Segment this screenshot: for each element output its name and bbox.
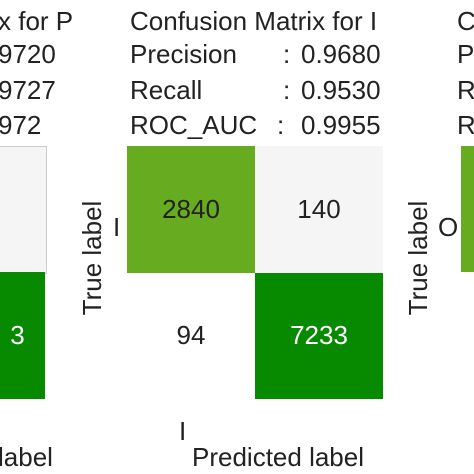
cell-true-i-pred-i: 2840	[127, 146, 255, 273]
right-row2-fragment: R	[457, 75, 474, 105]
cell-value: 94	[176, 320, 206, 351]
x-tick-label: I	[179, 416, 187, 446]
left-title-fragment: x for P	[0, 6, 74, 36]
cell-true-o-pred-o: 7233	[255, 272, 383, 399]
metric-value-precision: 0.9680	[301, 39, 381, 69]
y-tick-label: I	[113, 212, 121, 242]
cell-value: 2840	[162, 193, 220, 224]
cell-value: 140	[297, 193, 341, 224]
right-row1-fragment: P	[457, 39, 474, 69]
right-y-axis-label: True label	[403, 200, 433, 316]
metric-label-roc-auc: ROC_AUC	[130, 110, 258, 140]
left-xlabel-fragment: label	[0, 442, 53, 472]
left-cell-value: 3	[10, 320, 25, 350]
cell-true-i-pred-o: 140	[255, 146, 383, 273]
right-cell-fragment	[461, 146, 474, 272]
metric-value-recall: 0.9530	[301, 75, 381, 105]
left-cell-top	[0, 146, 47, 274]
y-axis-label: True label	[77, 200, 107, 316]
metric-label-precision: Precision	[130, 39, 237, 69]
left-recall-fragment: 9727	[0, 75, 56, 105]
left-roc-fragment: 972	[0, 110, 42, 140]
cell-value: 7233	[290, 320, 348, 351]
right-row3-fragment: R	[457, 110, 474, 140]
chart-title: Confusion Matrix for I	[130, 6, 378, 36]
right-title-fragment: C	[457, 6, 474, 36]
metric-sep-roc-auc: :	[277, 110, 285, 140]
metric-value-roc-auc: 0.9955	[301, 110, 381, 140]
cell-true-o-pred-i: 94	[127, 272, 255, 399]
metric-sep-recall: :	[283, 75, 291, 105]
right-y-tick-fragment: O	[438, 212, 459, 242]
metric-sep-precision: :	[283, 39, 291, 69]
metric-label-recall: Recall	[130, 75, 203, 105]
x-axis-label: Predicted label	[192, 442, 364, 472]
left-cell-bottom: 3	[0, 272, 45, 399]
left-precision-fragment: 9720	[0, 39, 56, 69]
